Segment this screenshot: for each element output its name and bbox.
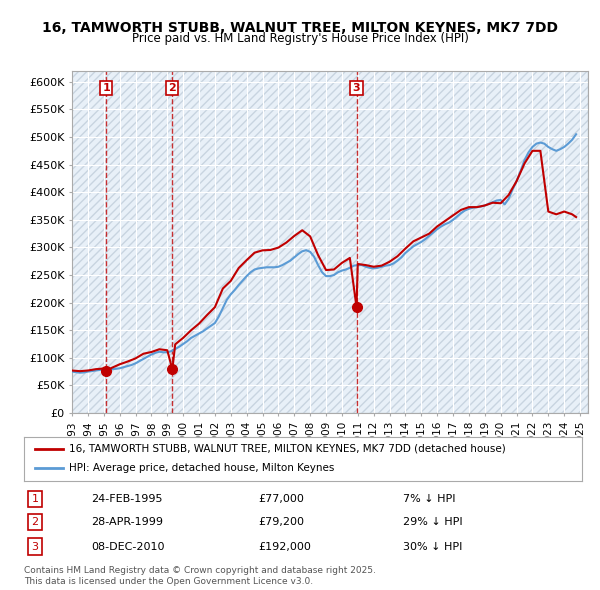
Text: 3: 3: [353, 83, 361, 93]
Text: 24-FEB-1995: 24-FEB-1995: [91, 494, 163, 504]
Text: Contains HM Land Registry data © Crown copyright and database right 2025.: Contains HM Land Registry data © Crown c…: [24, 566, 376, 575]
Text: 3: 3: [32, 542, 38, 552]
Text: £77,000: £77,000: [259, 494, 304, 504]
Text: 2: 2: [32, 517, 39, 527]
Text: This data is licensed under the Open Government Licence v3.0.: This data is licensed under the Open Gov…: [24, 577, 313, 586]
Text: 1: 1: [32, 494, 38, 504]
Text: Price paid vs. HM Land Registry's House Price Index (HPI): Price paid vs. HM Land Registry's House …: [131, 32, 469, 45]
Text: 16, TAMWORTH STUBB, WALNUT TREE, MILTON KEYNES, MK7 7DD (detached house): 16, TAMWORTH STUBB, WALNUT TREE, MILTON …: [68, 444, 505, 454]
Text: £79,200: £79,200: [259, 517, 304, 527]
Text: HPI: Average price, detached house, Milton Keynes: HPI: Average price, detached house, Milt…: [68, 464, 334, 473]
Text: 30% ↓ HPI: 30% ↓ HPI: [403, 542, 463, 552]
Text: £192,000: £192,000: [259, 542, 311, 552]
Text: 1: 1: [102, 83, 110, 93]
Text: 7% ↓ HPI: 7% ↓ HPI: [403, 494, 456, 504]
Text: 16, TAMWORTH STUBB, WALNUT TREE, MILTON KEYNES, MK7 7DD: 16, TAMWORTH STUBB, WALNUT TREE, MILTON …: [42, 21, 558, 35]
Text: 29% ↓ HPI: 29% ↓ HPI: [403, 517, 463, 527]
Text: 08-DEC-2010: 08-DEC-2010: [91, 542, 164, 552]
Text: 2: 2: [169, 83, 176, 93]
Text: 28-APR-1999: 28-APR-1999: [91, 517, 163, 527]
